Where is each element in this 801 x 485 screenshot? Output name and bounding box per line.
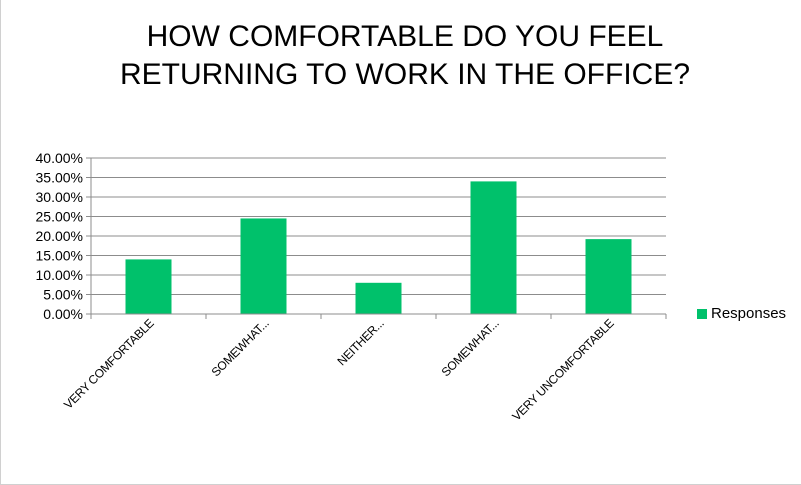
chart-title: HOW COMFORTABLE DO YOU FEEL RETURNING TO… [119, 20, 691, 91]
bar [470, 181, 517, 314]
legend-label: Responses [711, 305, 787, 322]
bar [355, 282, 402, 314]
legend: Responses [697, 305, 786, 322]
bar [585, 239, 632, 314]
y-tick-label: 30.00% [36, 189, 83, 205]
x-category-label: VERY UNCOMFORTABLE [509, 316, 617, 424]
y-tick-label: 20.00% [36, 228, 83, 244]
y-tick-label: 15.00% [36, 248, 83, 264]
y-tick-label: 5.00% [43, 287, 83, 303]
x-category-label: VERY COMFORTABLE [61, 316, 157, 412]
y-tick-label: 10.00% [36, 267, 83, 283]
bars [125, 181, 632, 314]
x-category-label: SOMEWHAT... [439, 316, 502, 379]
y-tick-labels: 0.00% 5.00% 10.00% 15.00% 20.00% 25.00% 30.00%… [36, 150, 83, 322]
y-tick-label: 0.00% [43, 306, 83, 322]
y-tick-label: 35.00% [36, 170, 83, 186]
y-tick-label: 25.00% [36, 209, 83, 225]
x-category-labels: VERY COMFORTABLE SOMEWHAT... NEITHER... SOM… [61, 316, 617, 424]
y-tick-label: 40.00% [36, 150, 83, 166]
legend-swatch [697, 308, 707, 319]
axes [86, 157, 667, 319]
gridlines [91, 157, 666, 295]
x-category-label: NEITHER... [335, 316, 387, 368]
bar [125, 259, 172, 314]
x-category-label: SOMEWHAT... [209, 316, 272, 379]
bar [240, 218, 287, 314]
